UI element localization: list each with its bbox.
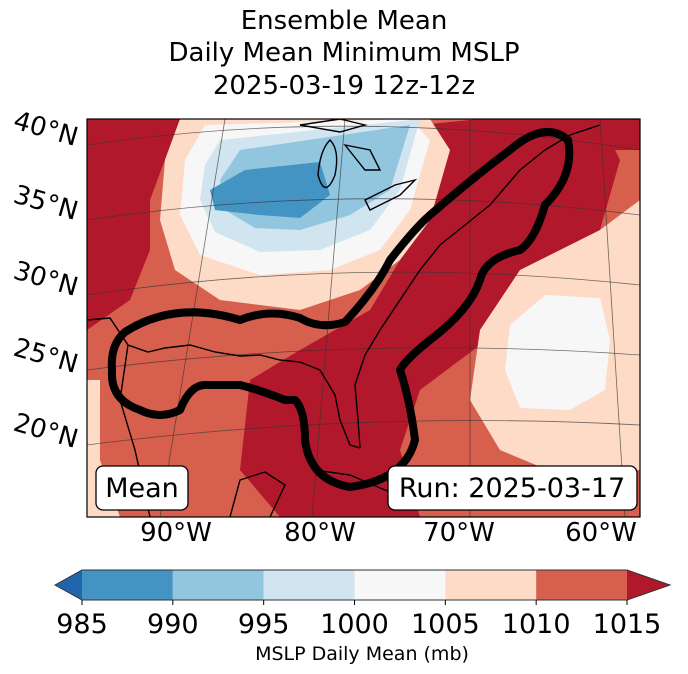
lat-label-40: 40°N: [10, 106, 81, 153]
lon-label-70: 70°W: [423, 518, 495, 548]
highlighted-contour: [107, 128, 574, 491]
mean-annotation: Mean: [95, 465, 189, 511]
field-1000-1005-atlantic: [505, 295, 610, 410]
colorbar-tick-label: 1000: [320, 609, 389, 640]
coastline-gulf: [87, 317, 361, 449]
lat-label-35: 35°N: [10, 180, 81, 227]
colorbar-tick-label: 1010: [502, 609, 571, 640]
pressure-field: [87, 119, 640, 517]
coastline-yucatan: [229, 471, 286, 517]
run-annotation-text: Run: 2025-03-17: [399, 473, 625, 504]
colorbar-tick-label: 1005: [411, 609, 480, 640]
chart-title-line2: Daily Mean Minimum MSLP: [168, 38, 520, 68]
colorbar-segment-985-990: [82, 570, 173, 600]
colorbar-extend-over: [627, 570, 670, 600]
lon-label-90: 90°W: [140, 518, 212, 548]
lat-label-30: 30°N: [10, 256, 81, 303]
colorbar-tick-label: 1015: [593, 609, 662, 640]
lat-label-25: 25°N: [10, 333, 81, 380]
gridline-lat-20: [87, 420, 640, 446]
colorbar: 985 990 995 1000 1005 1010 1015: [53, 569, 672, 640]
colorbar-segment-990-995: [172, 570, 264, 600]
great-lake-erie: [364, 178, 418, 211]
colorbar-tick-label: 990: [147, 609, 199, 640]
colorbar-segment-1010-1015: [536, 570, 627, 600]
field-1005-1010-southwest: [87, 380, 120, 517]
map-frame: [86, 118, 641, 518]
lat-label-20: 20°N: [10, 408, 81, 455]
great-lake-huron: [343, 143, 382, 171]
great-lake-michigan: [317, 139, 338, 189]
mean-annotation-text: Mean: [105, 473, 179, 504]
lon-label-80: 80°W: [284, 518, 356, 548]
colorbar-label: MSLP Daily Mean (mb): [255, 643, 469, 665]
run-annotation: Run: 2025-03-17: [387, 465, 638, 511]
great-lake-superior: [299, 119, 368, 133]
gridline-lat-25: [87, 347, 640, 371]
gridline-lat-35: [87, 198, 640, 221]
field-985-990: [210, 162, 330, 218]
chart-title-line3: 2025-03-19 12z-12z: [212, 71, 476, 101]
gridline-lon-90: [159, 119, 226, 517]
colorbar-tick-label: 985: [56, 609, 108, 640]
coastline-east: [379, 124, 601, 331]
gridline-lon-60: [599, 119, 626, 517]
coastline-florida-east: [354, 329, 381, 449]
colorbar-extend-under: [55, 570, 82, 600]
colorbar-segment-995-1000: [263, 570, 355, 600]
colorbar-segment-1005-1010: [445, 570, 537, 600]
chart-title-line1: Ensemble Mean: [240, 6, 448, 36]
gridline-lat-30: [87, 271, 640, 296]
lon-label-60: 60°W: [565, 518, 637, 548]
field-over-1015-ridge: [240, 119, 620, 517]
colorbar-tick-label: 995: [238, 609, 290, 640]
colorbar-segment-1000-1005: [354, 570, 446, 600]
gridline-lon-80: [311, 119, 346, 517]
